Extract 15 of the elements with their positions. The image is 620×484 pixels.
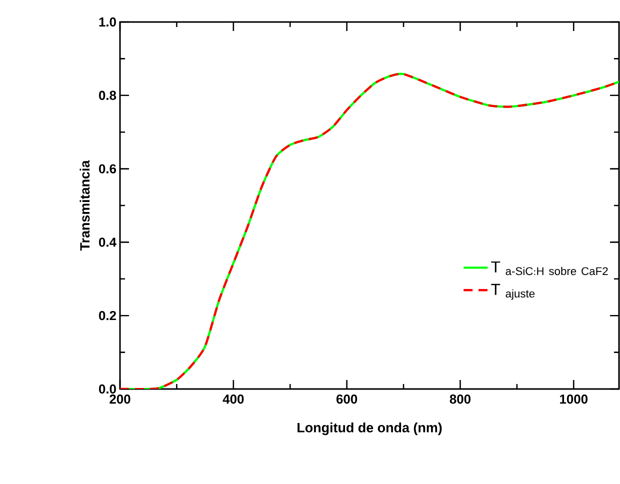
y-tick-label: 0.6 xyxy=(98,164,116,174)
y-tick-label: 0.2 xyxy=(98,311,116,320)
x-tick-label: 200 xyxy=(110,394,130,404)
y-tick-label: 0.4 xyxy=(98,238,116,247)
y-tick-label: 0.0 xyxy=(98,384,116,394)
y-tick-label: 1.0 xyxy=(99,17,116,27)
legend-label: $\mathrm{T}\;_{\mathrm{ajuste}}$ xyxy=(491,284,535,300)
y-axis-title: Transmitancia xyxy=(80,160,90,251)
x-tick-label: 400 xyxy=(222,394,244,404)
legend-label: $\mathrm{T}\;_{\mathrm{a\text{-}SiC{:}H\ sobre\ CaF2}}$ xyxy=(491,261,608,276)
y-tick-label: 0.8 xyxy=(98,90,116,100)
x-tick-label: 800 xyxy=(450,394,470,404)
x-tick-label: 600 xyxy=(336,394,358,404)
x-axis-title: Longitud de onda (nm) xyxy=(298,422,442,436)
x-tick-label: 1000 xyxy=(560,394,588,404)
